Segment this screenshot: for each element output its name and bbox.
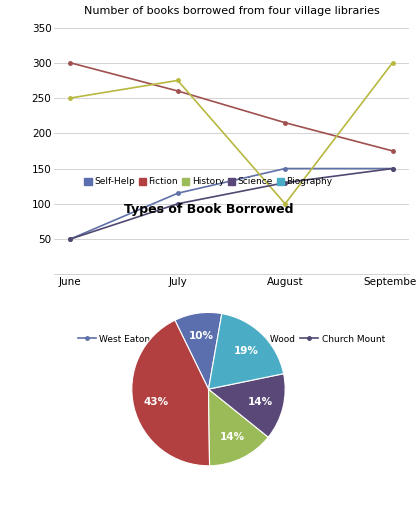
Ryeslip — [283, 120, 288, 126]
Line: West Eaton: West Eaton — [68, 167, 394, 241]
Title: Types of Book Borrowed: Types of Book Borrowed — [124, 203, 293, 217]
Church Mount — [68, 236, 73, 242]
Line: Sutton Wood: Sutton Wood — [68, 61, 394, 205]
Church Mount — [175, 201, 180, 207]
Text: 43%: 43% — [144, 397, 169, 407]
Line: Ryeslip: Ryeslip — [68, 61, 394, 153]
Ryeslip — [390, 148, 395, 154]
Sutton Wood — [68, 95, 73, 101]
Ryeslip — [68, 60, 73, 66]
Line: Church Mount: Church Mount — [68, 167, 394, 241]
Wedge shape — [132, 320, 210, 466]
Church Mount — [283, 180, 288, 186]
Wedge shape — [175, 312, 222, 389]
Text: 14%: 14% — [248, 397, 273, 407]
Wedge shape — [208, 314, 284, 389]
West Eaton — [283, 165, 288, 172]
Sutton Wood — [390, 60, 395, 66]
West Eaton — [175, 190, 180, 196]
Text: 10%: 10% — [188, 331, 214, 341]
Legend: West Eaton, Ryeslip, Sutton Wood, Church Mount: West Eaton, Ryeslip, Sutton Wood, Church… — [78, 335, 385, 344]
Church Mount — [390, 165, 395, 172]
Text: 14%: 14% — [219, 432, 245, 442]
Sutton Wood — [283, 201, 288, 207]
Wedge shape — [208, 389, 268, 466]
Title: Number of books borrowed from four village libraries: Number of books borrowed from four villa… — [83, 6, 379, 15]
Sutton Wood — [175, 77, 180, 83]
Text: 19%: 19% — [234, 346, 259, 356]
West Eaton — [390, 165, 395, 172]
Legend: Self-Help, Fiction, History, Science, Biography: Self-Help, Fiction, History, Science, Bi… — [84, 177, 333, 186]
Ryeslip — [175, 88, 180, 94]
West Eaton — [68, 236, 73, 242]
Wedge shape — [208, 374, 285, 437]
